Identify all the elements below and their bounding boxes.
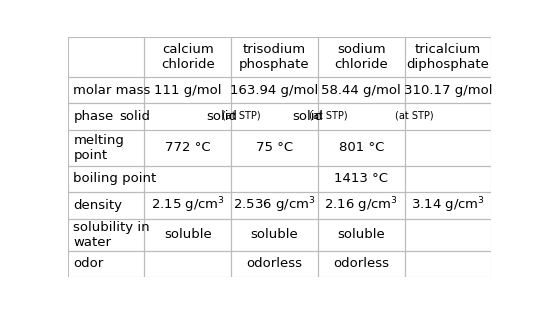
Text: (at STP): (at STP) bbox=[308, 111, 347, 121]
Bar bbox=[68, 219, 144, 251]
Bar bbox=[405, 103, 491, 130]
Text: soluble: soluble bbox=[337, 228, 385, 241]
Text: 772 °C: 772 °C bbox=[165, 142, 211, 155]
Bar bbox=[231, 165, 318, 192]
Text: melting
point: melting point bbox=[73, 134, 124, 162]
Text: boiling point: boiling point bbox=[73, 172, 157, 185]
Text: 3.14 g/cm$^3$: 3.14 g/cm$^3$ bbox=[411, 196, 485, 215]
Text: 111 g/mol: 111 g/mol bbox=[154, 84, 222, 97]
Bar bbox=[144, 77, 231, 103]
Bar bbox=[318, 103, 405, 130]
Text: 2.15 g/cm$^3$: 2.15 g/cm$^3$ bbox=[151, 196, 225, 215]
Bar bbox=[144, 251, 231, 277]
Text: 2.16 g/cm$^3$: 2.16 g/cm$^3$ bbox=[324, 196, 398, 215]
Text: odorless: odorless bbox=[333, 257, 389, 270]
Bar bbox=[231, 37, 318, 77]
Bar bbox=[405, 77, 491, 103]
Bar bbox=[318, 37, 405, 77]
Bar bbox=[405, 130, 491, 165]
Bar bbox=[144, 130, 231, 165]
Bar bbox=[231, 77, 318, 103]
Bar bbox=[318, 130, 405, 165]
Bar bbox=[405, 165, 491, 192]
Bar bbox=[318, 251, 405, 277]
Bar bbox=[231, 103, 318, 130]
Bar bbox=[68, 251, 144, 277]
Bar bbox=[231, 219, 318, 251]
Bar bbox=[318, 77, 405, 103]
Bar bbox=[68, 165, 144, 192]
Bar bbox=[318, 219, 405, 251]
Bar bbox=[144, 37, 231, 77]
Text: 310.17 g/mol: 310.17 g/mol bbox=[404, 84, 492, 97]
Text: sodium
chloride: sodium chloride bbox=[334, 43, 388, 71]
Bar bbox=[144, 103, 231, 130]
Text: trisodium
phosphate: trisodium phosphate bbox=[239, 43, 310, 71]
Text: 58.44 g/mol: 58.44 g/mol bbox=[322, 84, 401, 97]
Text: density: density bbox=[73, 199, 122, 212]
Bar bbox=[231, 251, 318, 277]
Text: solid: solid bbox=[293, 110, 324, 123]
Bar bbox=[68, 37, 144, 77]
Bar bbox=[405, 192, 491, 219]
Text: calcium
chloride: calcium chloride bbox=[161, 43, 215, 71]
Text: molar mass: molar mass bbox=[73, 84, 151, 97]
Bar bbox=[318, 165, 405, 192]
Text: soluble: soluble bbox=[251, 228, 299, 241]
Text: (at STP): (at STP) bbox=[395, 111, 434, 121]
Text: tricalcium
diphosphate: tricalcium diphosphate bbox=[407, 43, 489, 71]
Text: 1413 °C: 1413 °C bbox=[334, 172, 388, 185]
Bar bbox=[144, 192, 231, 219]
Text: phase: phase bbox=[73, 110, 114, 123]
Bar bbox=[231, 130, 318, 165]
Text: 801 °C: 801 °C bbox=[339, 142, 384, 155]
Text: 2.536 g/cm$^3$: 2.536 g/cm$^3$ bbox=[233, 196, 316, 215]
Text: 163.94 g/mol: 163.94 g/mol bbox=[230, 84, 319, 97]
Text: solid: solid bbox=[206, 110, 237, 123]
Bar bbox=[231, 192, 318, 219]
Bar bbox=[68, 192, 144, 219]
Text: odor: odor bbox=[73, 257, 104, 270]
Bar bbox=[68, 130, 144, 165]
Text: 75 °C: 75 °C bbox=[256, 142, 293, 155]
Bar bbox=[405, 219, 491, 251]
Bar bbox=[405, 37, 491, 77]
Text: odorless: odorless bbox=[247, 257, 302, 270]
Bar bbox=[318, 192, 405, 219]
Text: soluble: soluble bbox=[164, 228, 212, 241]
Bar bbox=[144, 219, 231, 251]
Bar bbox=[144, 165, 231, 192]
Bar bbox=[68, 103, 144, 130]
Text: solubility in
water: solubility in water bbox=[73, 221, 150, 249]
Text: solid: solid bbox=[119, 110, 150, 123]
Bar bbox=[68, 77, 144, 103]
Bar bbox=[405, 251, 491, 277]
Text: (at STP): (at STP) bbox=[222, 111, 260, 121]
